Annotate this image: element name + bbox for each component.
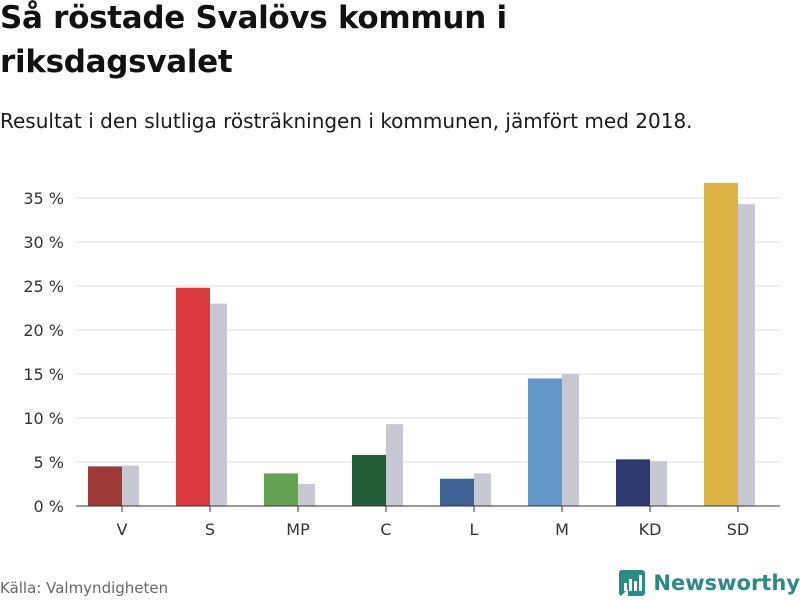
x-tick-label: V: [117, 520, 128, 539]
y-tick-label: 30 %: [23, 233, 64, 252]
bar-2022-c: [352, 454, 386, 506]
bar-2018-s: [210, 303, 227, 506]
newsworthy-logo-icon: [619, 570, 646, 596]
y-tick-label: 5 %: [34, 453, 64, 472]
x-tick-label: L: [470, 520, 479, 539]
source-note: Källa: Valmyndigheten: [0, 579, 169, 597]
bar-2018-mp: [298, 484, 315, 506]
brand-name: Newsworthy: [653, 571, 800, 595]
x-tick-label: C: [380, 520, 391, 539]
bar-2018-kd: [650, 461, 667, 506]
y-tick-label: 20 %: [23, 321, 64, 340]
bar-2022-m: [528, 378, 562, 506]
y-tick-label: 35 %: [23, 189, 64, 208]
bar-2018-c: [386, 424, 403, 506]
x-tick-label: S: [205, 520, 215, 539]
y-tick-label: 15 %: [23, 365, 64, 384]
chart-subtitle: Resultat i den slutliga rösträkningen i …: [0, 109, 693, 133]
bar-chart: 0 % 5 % 10 % 15 % 20 % 25 % 30 % 35 % V S MP C L M KD S…: [23, 183, 780, 539]
bar-2022-s: [176, 287, 210, 506]
x-tick-label: KD: [639, 520, 662, 539]
bar-2018-v: [122, 465, 139, 506]
x-tick-label: M: [555, 520, 569, 539]
bar-2022-kd: [616, 459, 650, 506]
bar-2018-sd: [738, 204, 755, 506]
bar-2022-v: [88, 466, 122, 506]
y-tick-label: 25 %: [23, 277, 64, 296]
bar-2022-sd: [704, 183, 738, 507]
bar-2018-m: [562, 374, 579, 506]
chart-title: Så röstade Svalövs kommun i riksdagsvale…: [0, 0, 507, 80]
brand-logo: Newsworthy: [619, 567, 800, 599]
bar-2022-l: [440, 478, 474, 506]
y-tick-label: 0 %: [34, 497, 64, 516]
bar-2018-l: [474, 473, 491, 506]
y-tick-label: 10 %: [23, 409, 64, 428]
x-tick-label: MP: [286, 520, 310, 539]
x-tick-label: SD: [727, 520, 749, 539]
bar-2022-mp: [264, 473, 298, 506]
